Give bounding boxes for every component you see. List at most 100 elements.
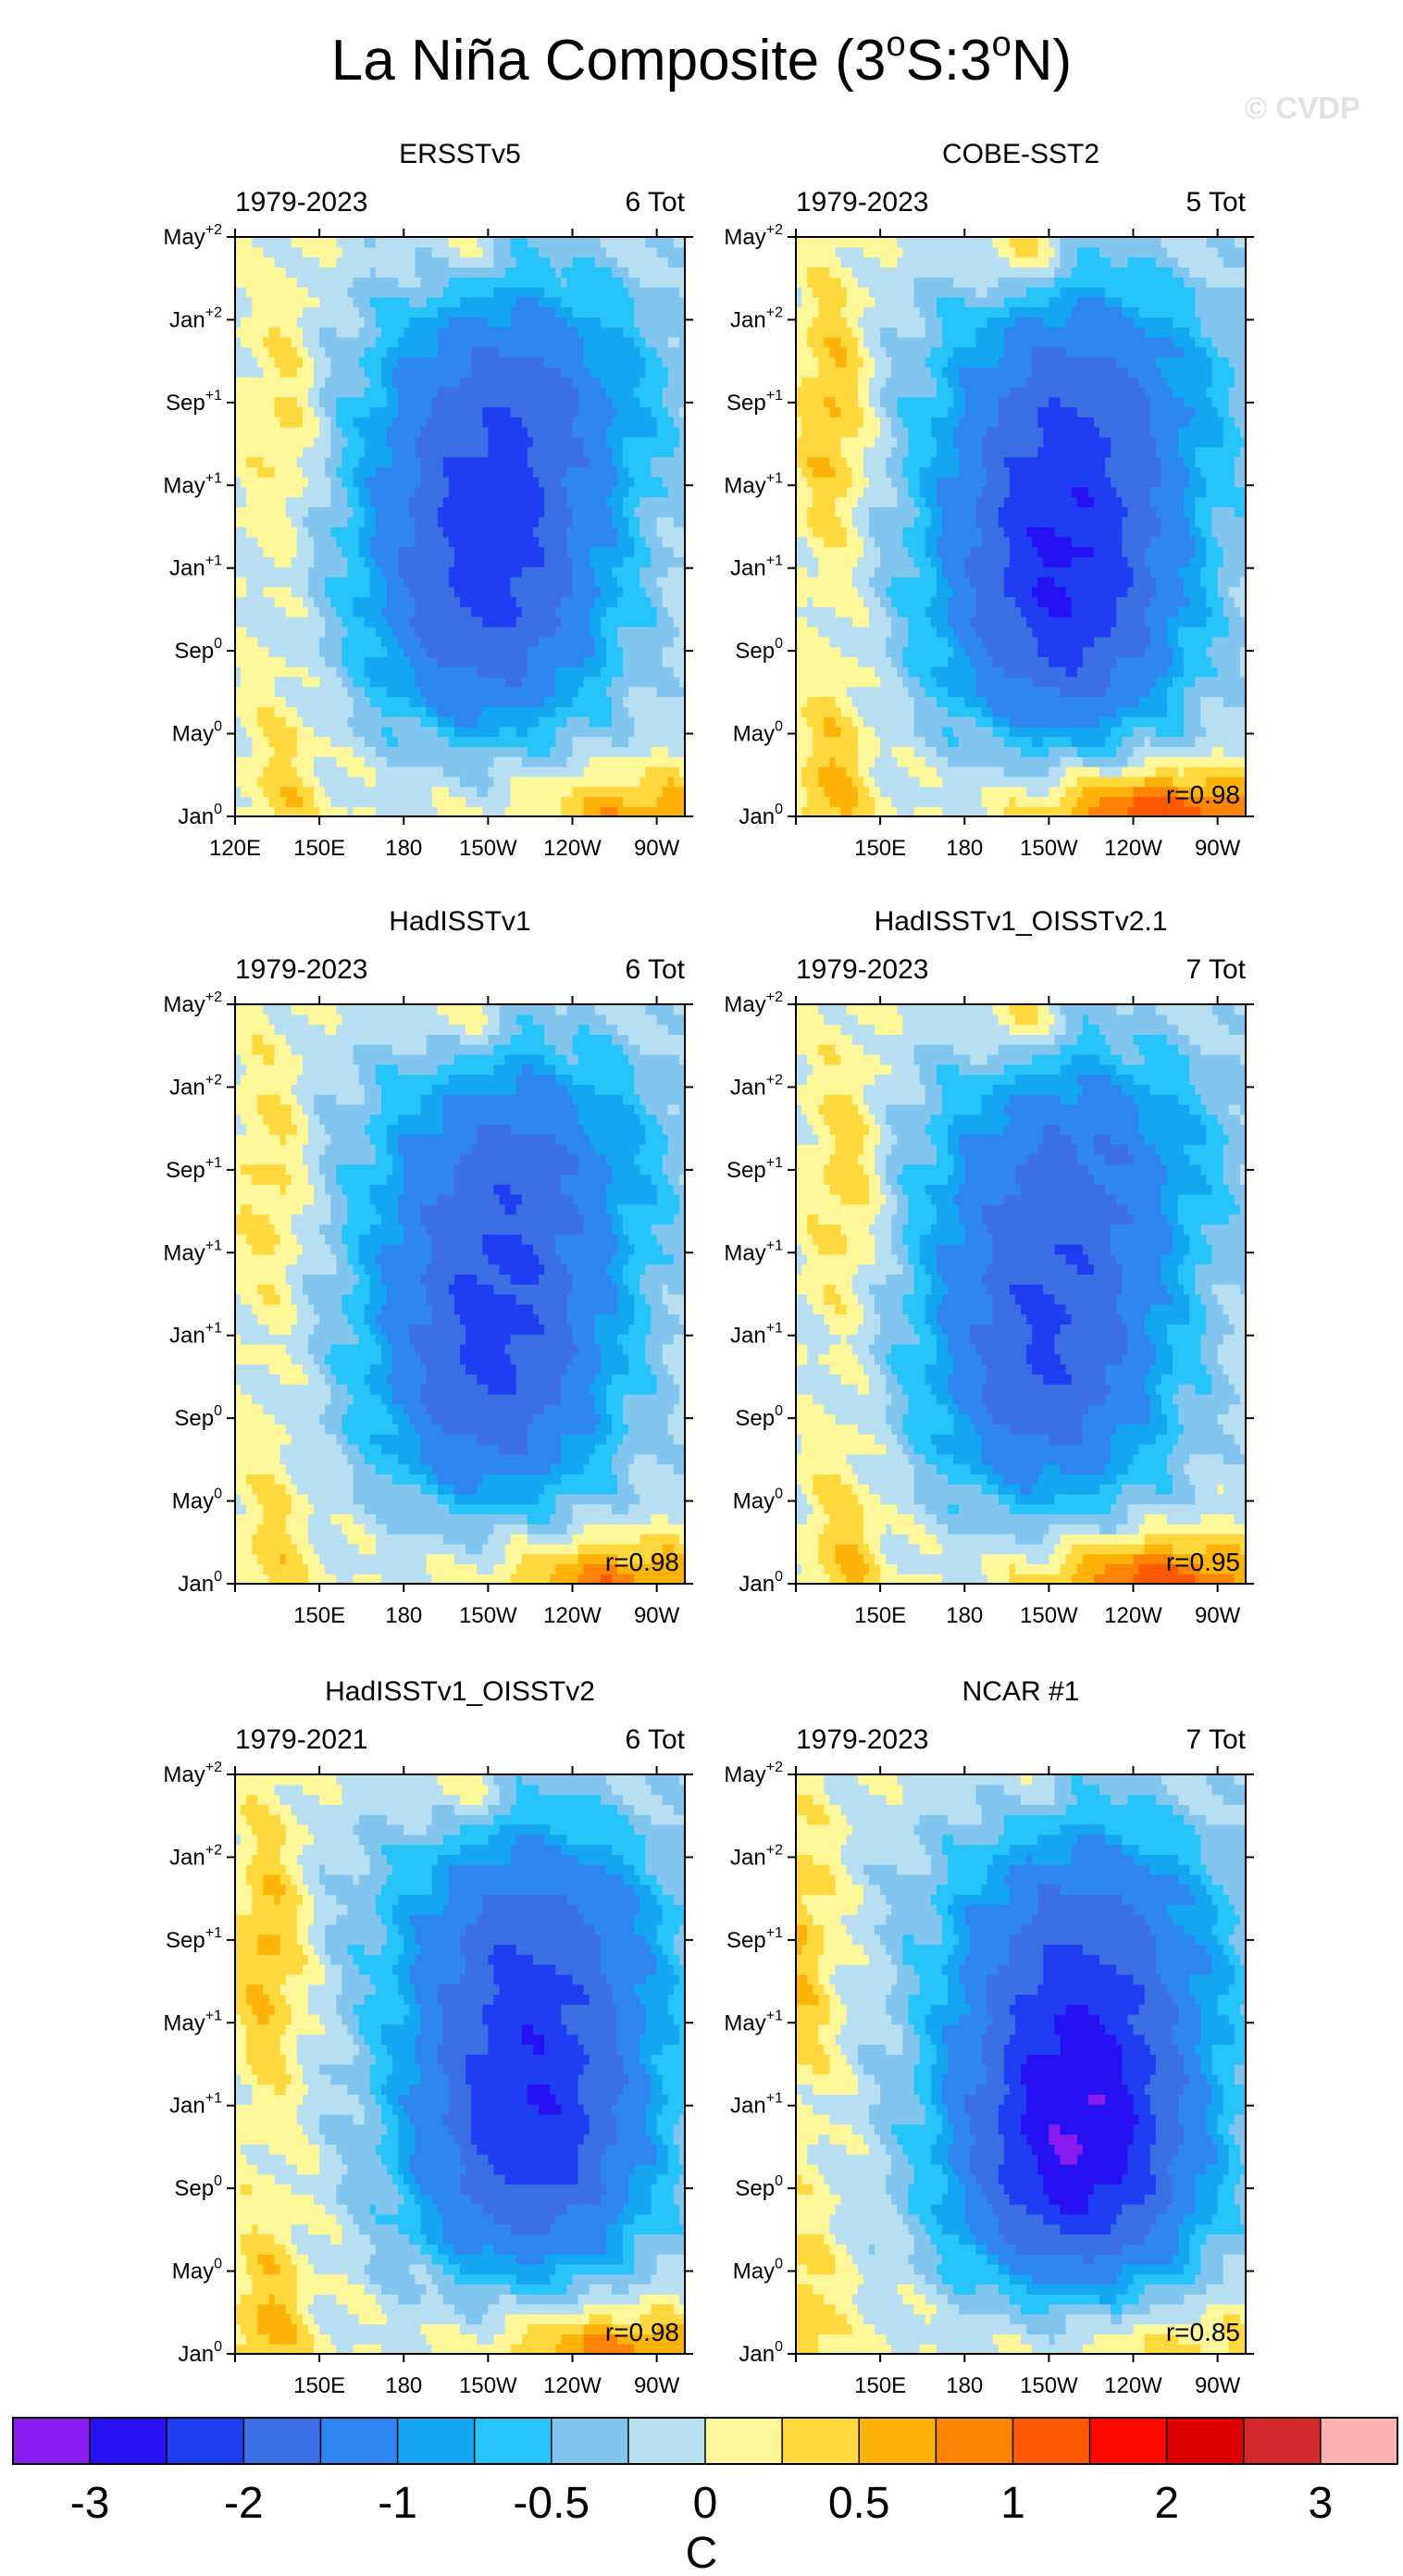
heatmap-cell: [380, 546, 388, 557]
heatmap-cell: [341, 766, 349, 778]
heatmap-cell: [656, 417, 664, 428]
heatmap-cell: [662, 646, 669, 657]
heatmap-cell: [645, 536, 652, 548]
heatmap-cell: [510, 246, 517, 258]
heatmap-cell: [341, 336, 349, 348]
heatmap-cell: [392, 496, 399, 508]
heatmap-cell: [398, 606, 404, 617]
heatmap-cell: [577, 776, 585, 788]
heatmap-cell: [387, 417, 393, 428]
heatmap-cell: [325, 666, 331, 678]
heatmap-cell: [409, 696, 416, 707]
heatmap-cell: [380, 796, 388, 807]
heatmap-cell: [645, 286, 652, 298]
heatmap-cell: [235, 746, 242, 757]
heatmap-cell: [583, 486, 590, 498]
heatmap-cell: [521, 317, 528, 328]
heatmap-cell: [364, 656, 371, 667]
heatmap-cell: [1234, 796, 1241, 807]
heatmap-cell: [274, 706, 281, 717]
heatmap-cell: [477, 506, 483, 517]
heatmap-cell: [623, 527, 629, 538]
heatmap-cell: [471, 766, 478, 778]
heatmap-cell: [404, 796, 410, 807]
heatmap-cell: [572, 246, 579, 258]
heatmap-cell: [453, 396, 461, 408]
heatmap-cell: [257, 436, 264, 448]
heatmap-cell: [634, 556, 640, 567]
heatmap-cell: [477, 726, 483, 738]
heatmap-cell: [252, 267, 258, 278]
heatmap-cell: [431, 776, 439, 788]
heatmap-cell: [673, 786, 680, 798]
heatmap-cell: [863, 786, 870, 798]
heatmap-cell: [426, 286, 433, 298]
heatmap-cell: [566, 516, 574, 528]
heatmap-cell: [605, 356, 613, 367]
heatmap-cell: [594, 646, 602, 657]
heatmap-cell: [1009, 786, 1016, 798]
heatmap-cell: [539, 596, 545, 607]
heatmap-cell: [521, 256, 528, 268]
heatmap-cell: [330, 417, 337, 428]
heatmap-cell: [667, 746, 675, 757]
heatmap-cell: [448, 436, 455, 448]
heatmap-cell: [285, 626, 292, 638]
heatmap-cell: [550, 317, 556, 328]
heatmap-cell: [252, 317, 258, 328]
heatmap-cell: [279, 346, 287, 358]
heatmap-cell: [341, 596, 349, 607]
heatmap-cell: [235, 477, 242, 488]
heatmap-cell: [241, 436, 247, 448]
heatmap-cell: [404, 646, 410, 657]
heatmap-cell: [336, 676, 343, 688]
heatmap-cell: [482, 666, 489, 678]
heatmap-cell: [274, 686, 281, 698]
heatmap-cell: [678, 327, 685, 338]
heatmap-cell: [532, 327, 540, 338]
heatmap-cell: [521, 796, 528, 807]
heatmap-cell: [246, 676, 253, 688]
heatmap-cell: [296, 556, 304, 567]
heatmap-cell: [404, 336, 410, 348]
heatmap-cell: [448, 656, 455, 667]
heatmap-cell: [634, 806, 640, 816]
heatmap-cell: [589, 306, 596, 317]
heatmap-cell: [628, 436, 635, 448]
heatmap-cell: [1200, 786, 1208, 798]
heatmap-cell: [572, 576, 579, 588]
heatmap-cell: [279, 796, 287, 807]
heatmap-cell: [279, 446, 287, 458]
heatmap-cell: [577, 386, 585, 398]
heatmap-cell: [482, 646, 489, 657]
heatmap-cell: [594, 267, 602, 278]
heatmap-cell: [566, 267, 574, 278]
heatmap-cell: [477, 306, 483, 317]
heatmap-cell: [667, 796, 675, 807]
heatmap-cell: [515, 606, 523, 617]
heatmap-cell: [420, 556, 428, 567]
heatmap-cell: [544, 726, 551, 738]
heatmap-cell: [589, 296, 596, 308]
heatmap-cell: [353, 477, 360, 488]
heatmap-cell: [252, 477, 258, 488]
heatmap-cell: [307, 586, 315, 598]
heatmap-cell: [241, 596, 247, 607]
heatmap-cell: [667, 427, 675, 438]
heatmap-cell: [307, 506, 315, 517]
heatmap-cell: [561, 286, 568, 298]
heatmap-cell: [409, 317, 416, 328]
heatmap-cell: [466, 246, 472, 258]
heatmap-cell: [347, 656, 354, 667]
heatmap-cell: [466, 676, 472, 688]
heatmap-cell: [550, 417, 556, 428]
heatmap-cell: [561, 686, 568, 698]
heatmap-cell: [634, 786, 640, 798]
heatmap-cell: [336, 467, 343, 478]
heatmap-cell: [673, 606, 680, 617]
heatmap-cell: [296, 317, 304, 328]
heatmap-cell: [314, 676, 320, 688]
heatmap-cell: [358, 417, 366, 428]
heatmap-cell: [482, 406, 489, 417]
heatmap-cell: [515, 267, 523, 278]
